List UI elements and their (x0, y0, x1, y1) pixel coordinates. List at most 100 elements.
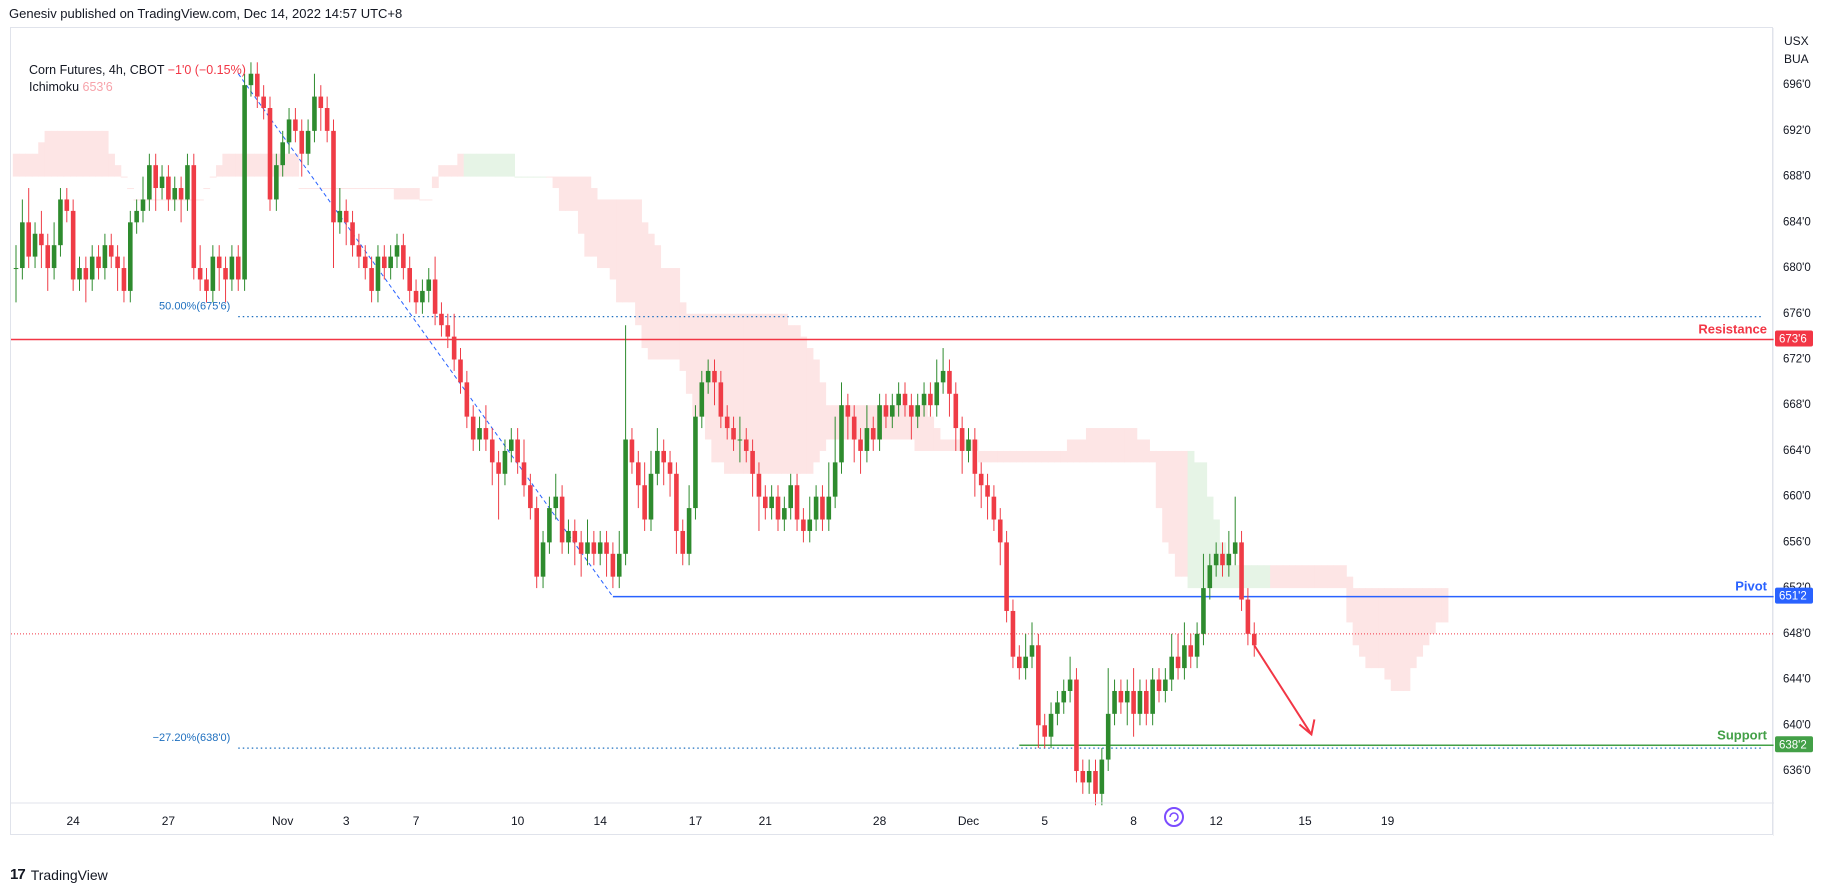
brand-name: TradingView (30, 866, 108, 883)
y-tick-label: 668'0 (1783, 399, 1811, 411)
cloud-segment (946, 439, 954, 451)
cloud-segment (1339, 565, 1347, 589)
candle-body (13, 268, 19, 270)
candle-body (159, 176, 165, 189)
currency-label[interactable]: USX (1784, 34, 1809, 48)
candle-body (985, 485, 990, 497)
down-arrow[interactable] (1253, 644, 1316, 737)
cloud-segment (1022, 450, 1030, 463)
candle-body (642, 485, 647, 520)
candle-body (832, 462, 838, 497)
candle-body (483, 428, 489, 440)
cloud-segment (920, 405, 928, 451)
cloud-segment (89, 130, 96, 177)
candle-body (432, 279, 438, 314)
cloud-segment (577, 176, 585, 234)
cloud-segment (546, 176, 554, 178)
x-tick-label: Nov (272, 814, 293, 828)
cloud-segment (1149, 450, 1157, 463)
replay-icon[interactable] (1164, 807, 1184, 827)
cloud-segment (787, 325, 795, 474)
y-axis[interactable]: 636'0640'0644'0648'0652'0656'0660'0664'0… (1773, 27, 1834, 835)
candle-body (1131, 690, 1136, 714)
horizontal-levels[interactable]: Resistance Pivot Support (11, 321, 1774, 747)
cloud-segment (616, 199, 623, 303)
cloud-segment (304, 188, 312, 190)
candle-body (1004, 542, 1009, 611)
cloud-segment (692, 313, 700, 417)
y-tick-label: 640'0 (1783, 719, 1811, 731)
cloud-segment (571, 176, 579, 211)
candle-body (1055, 702, 1060, 714)
x-tick-label: 5 (1041, 814, 1048, 828)
cloud-segment (1251, 565, 1258, 589)
candle-body (515, 439, 520, 463)
cloud-segment (292, 153, 300, 177)
candle-body (953, 393, 959, 429)
candle-body (191, 165, 197, 269)
indicator-row[interactable]: Ichimoku 653'6 (29, 79, 246, 96)
x-tick-label: 12 (1209, 814, 1223, 828)
candle-body (737, 439, 743, 441)
cloud-segment (1295, 565, 1303, 589)
candle-body (534, 508, 539, 577)
cloud-segment (1282, 565, 1290, 589)
candle-body (1251, 633, 1257, 646)
candle-body (362, 256, 368, 269)
candle-body (731, 428, 736, 440)
cloud-segment (114, 165, 122, 177)
candle-body (1017, 656, 1022, 669)
x-axis[interactable]: 24 27 Nov 3 7 10 14 17 21 28 Dec 5 8 12 15 19 (66, 814, 1394, 828)
cloud-segment (749, 313, 757, 474)
trend-line[interactable] (237, 73, 614, 597)
candle-body (1042, 725, 1047, 737)
candle-body (115, 256, 120, 269)
y-tick-label: 660'0 (1783, 491, 1811, 503)
cloud-segment (31, 153, 39, 177)
candle-body (902, 393, 908, 406)
cloud-segment (635, 199, 642, 326)
tradingview-logo-icon: 17 (10, 866, 26, 883)
cloud-segment (419, 199, 427, 201)
candle-body (89, 256, 95, 280)
cloud-segment (457, 153, 465, 177)
candle-body (305, 130, 311, 154)
cloud-segment (666, 268, 674, 360)
candle-body (185, 165, 190, 200)
symbol-row[interactable]: Corn Futures, 4h, CBOT −1'0 (−0.15%) (29, 62, 246, 79)
candle-body (756, 473, 762, 497)
footer-brand[interactable]: 17 TradingView (10, 866, 108, 883)
x-tick-label: 8 (1130, 814, 1137, 828)
cloud-segment (57, 130, 65, 177)
cloud-segment (38, 142, 46, 177)
candle-body (826, 496, 832, 520)
candle-body (356, 245, 362, 257)
cloud-segment (101, 130, 109, 177)
candle-body (1169, 656, 1174, 680)
cloud-segment (1060, 450, 1068, 463)
cloud-segment (781, 313, 789, 474)
cloud-segment (1111, 428, 1119, 463)
fib-levels[interactable]: 50.00%(675'6) −27.20%(638'0) (153, 301, 1763, 749)
cloud-segment (508, 153, 515, 177)
candle-body (686, 508, 692, 554)
chart-frame[interactable]: 50.00%(675'6) −27.20%(638'0) Resistance Pi… (10, 27, 1774, 836)
candle-body (343, 210, 349, 223)
cloud-segment (1301, 565, 1309, 589)
price-chart[interactable]: 50.00%(675'6) −27.20%(638'0) Resistance Pi… (11, 28, 1774, 836)
cloud-segment (1130, 428, 1138, 463)
candle-body (610, 553, 616, 577)
candle-body (1226, 553, 1232, 566)
cloud-segment (1327, 565, 1335, 589)
candle-body (540, 542, 546, 577)
cloud-segment (368, 188, 376, 190)
cloud-segment (1422, 588, 1430, 646)
cloud-segment (1435, 588, 1443, 623)
candle-body (1124, 690, 1130, 703)
cloud-segment (901, 405, 909, 440)
cloud-segment (1384, 588, 1392, 680)
candle-body (204, 279, 209, 291)
cloud-segment (755, 313, 763, 474)
candle-body (1048, 713, 1054, 737)
cloud-segment (679, 302, 687, 371)
